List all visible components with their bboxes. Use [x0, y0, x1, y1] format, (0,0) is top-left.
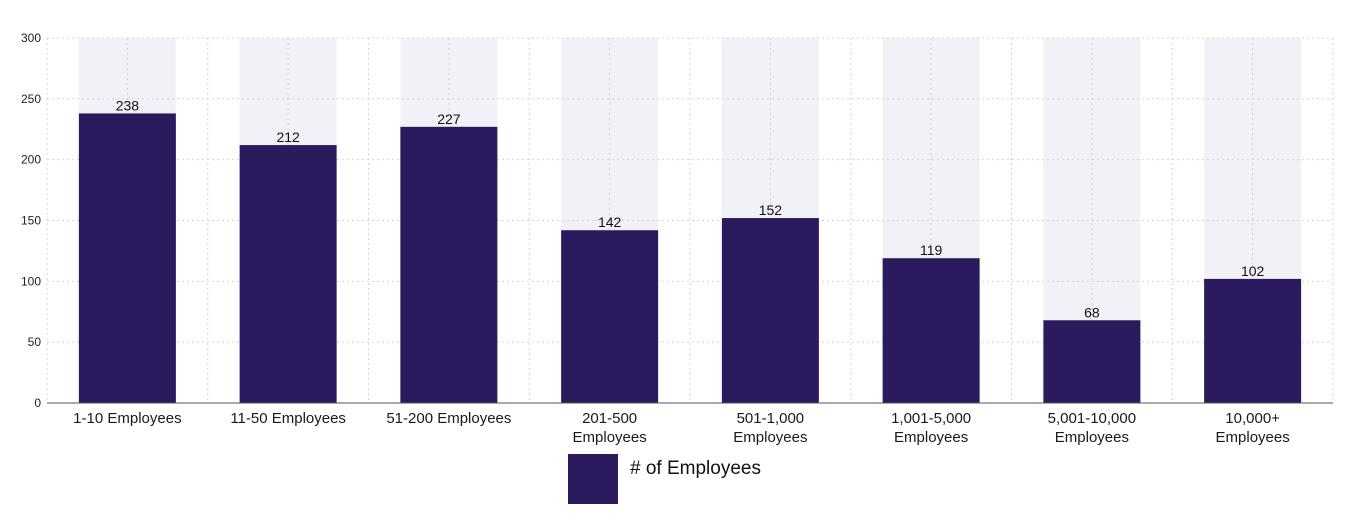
- bar: [882, 258, 980, 403]
- bar: [1043, 320, 1141, 403]
- x-tick-label: 1,001-5,000 Employees: [891, 410, 971, 446]
- x-tick-label: 501-1,000 Employees: [733, 410, 807, 446]
- legend-swatch: [568, 454, 618, 504]
- bar: [721, 218, 819, 403]
- x-tick-label: 11-50 Employees: [230, 410, 346, 427]
- data-label: 102: [1241, 263, 1265, 279]
- data-label: 119: [920, 242, 943, 258]
- y-tick-label: 100: [21, 274, 41, 288]
- data-label: 68: [1084, 304, 1100, 320]
- x-tick-label: 10,000+ Employees: [1216, 410, 1290, 446]
- x-tick-label: 51-200 Employees: [386, 410, 511, 427]
- bar: [561, 230, 659, 403]
- bar: [1204, 278, 1302, 403]
- legend: # of Employees: [568, 454, 761, 504]
- data-label: 238: [116, 97, 140, 113]
- bar-chart: 0 50 100 150 200 250 300 238 1-10 Employees 212 11…: [21, 31, 1334, 446]
- data-label: 142: [598, 214, 622, 230]
- x-tick-label: 1-10 Employees: [73, 410, 181, 427]
- data-label: 152: [759, 202, 783, 218]
- y-tick-label: 0: [34, 396, 41, 410]
- y-tick-label: 250: [21, 92, 41, 106]
- y-tick-label: 50: [28, 335, 42, 349]
- y-tick-label: 150: [21, 214, 41, 228]
- legend-label: # of Employees: [630, 458, 761, 479]
- x-tick-label: 5,001-10,000 Employees: [1048, 410, 1136, 446]
- bar: [78, 113, 176, 403]
- data-label: 212: [276, 129, 300, 145]
- bar: [239, 145, 337, 404]
- x-tick-label: 201-500 Employees: [573, 410, 647, 446]
- data-label: 227: [437, 111, 461, 127]
- y-tick-label: 300: [21, 31, 41, 45]
- y-tick-label: 200: [21, 153, 41, 167]
- bar: [400, 126, 498, 404]
